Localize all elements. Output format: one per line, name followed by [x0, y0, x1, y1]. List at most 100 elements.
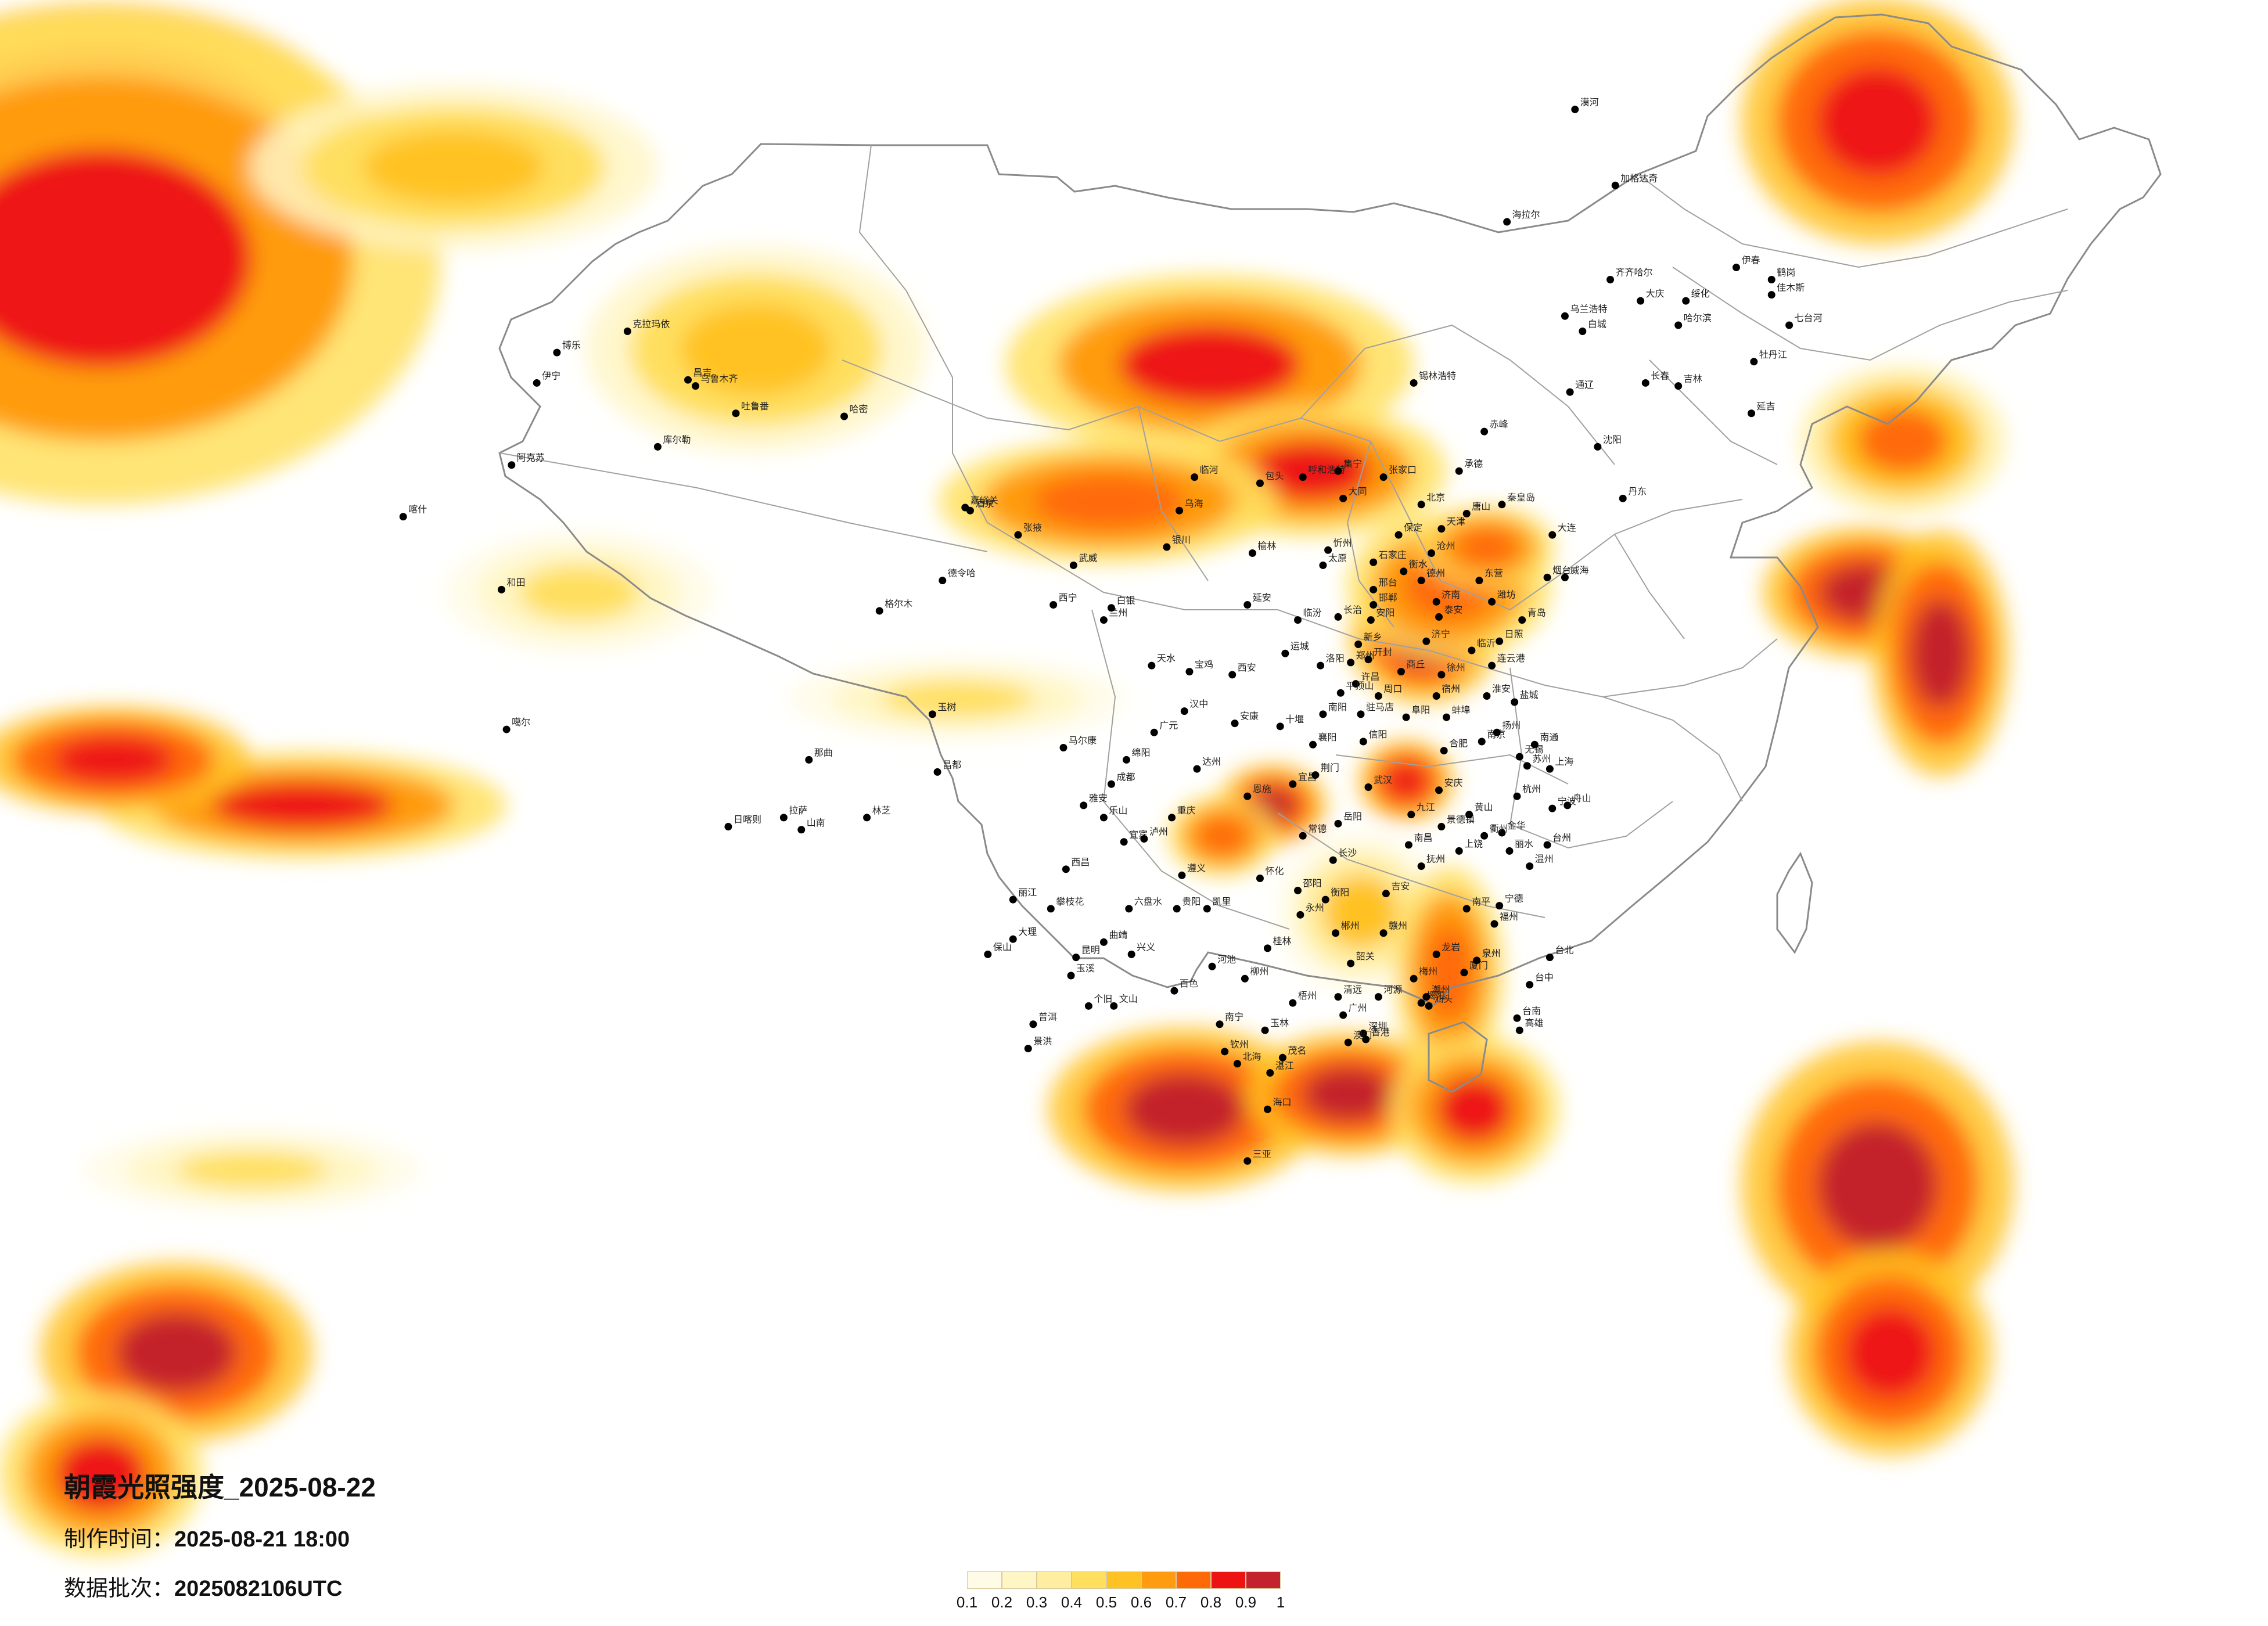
city-marker: 高雄 — [1515, 1018, 1543, 1034]
city-dot — [1503, 218, 1511, 226]
legend-swatch — [1037, 1571, 1072, 1589]
hainan-outline — [1428, 1021, 1488, 1093]
city-marker: 青岛 — [1518, 608, 1546, 624]
city-dot — [1321, 895, 1329, 904]
city-label: 南阳 — [1328, 702, 1347, 713]
city-dot — [1370, 558, 1378, 566]
city-label: 武威 — [1079, 553, 1097, 563]
city-dot — [1339, 1011, 1347, 1019]
city-dot — [939, 577, 947, 585]
city-label: 潍坊 — [1497, 589, 1516, 600]
city-dot — [1407, 811, 1415, 819]
city-label: 乌兰浩特 — [1570, 304, 1607, 314]
city-dot — [1432, 950, 1440, 958]
city-dot — [1180, 707, 1188, 715]
city-label: 格尔木 — [885, 599, 912, 609]
city-label: 白银 — [1116, 596, 1135, 606]
city-label: 黄山 — [1475, 803, 1493, 813]
city-label: 凯里 — [1212, 897, 1231, 907]
city-marker: 洛阳 — [1317, 653, 1345, 670]
city-marker: 韶关 — [1347, 951, 1375, 967]
city-dot — [1099, 616, 1108, 624]
city-marker: 黄山 — [1465, 803, 1493, 819]
city-dot — [1281, 649, 1289, 657]
glow-region-core — [1425, 925, 1473, 1020]
city-marker: 衡水 — [1400, 559, 1428, 575]
city-marker: 六盘水 — [1125, 896, 1162, 913]
city-dot — [1289, 780, 1297, 788]
city-marker: 绵阳 — [1122, 747, 1150, 764]
city-dot — [1014, 531, 1022, 539]
glow-region-core — [1119, 324, 1300, 405]
city-dot — [1173, 905, 1181, 913]
city-marker: 兴义 — [1127, 942, 1155, 958]
city-dot — [533, 379, 541, 387]
city-dot — [1243, 600, 1252, 609]
city-label: 达州 — [1202, 757, 1221, 767]
city-dot — [1417, 862, 1425, 870]
city-marker: 吐鲁番 — [732, 401, 769, 418]
city-label: 嘉峪关 — [971, 495, 998, 506]
city-label: 集宁 — [1343, 459, 1362, 469]
city-dot — [1379, 929, 1388, 937]
city-label: 金华 — [1507, 821, 1526, 831]
city-label: 舟山 — [1573, 793, 1591, 804]
city-marker: 广州 — [1339, 1003, 1367, 1019]
glow-region-core — [1910, 599, 1971, 708]
city-dot — [724, 823, 732, 831]
legend-tick-label: 0.5 — [1095, 1593, 1117, 1611]
city-label: 揭阳 — [1426, 991, 1445, 1001]
city-dot — [1233, 1060, 1241, 1068]
city-dot — [1750, 358, 1758, 366]
city-dot — [1462, 905, 1471, 913]
legend-tick-labels: 0.1 0.2 0.3 0.4 0.5 0.6 0.7 0.8 0.9 1 — [957, 1593, 1315, 1613]
city-label: 九江 — [1417, 803, 1435, 813]
city-dot — [1397, 668, 1405, 676]
city-dot — [1029, 1020, 1037, 1028]
city-marker: 昌都 — [933, 760, 961, 776]
city-label: 天水 — [1157, 653, 1176, 664]
city-label: 丽江 — [1018, 887, 1037, 898]
legend-tick-label: 0.9 — [1235, 1593, 1257, 1611]
city-marker: 海口 — [1263, 1097, 1291, 1113]
city-label: 香港 — [1371, 1027, 1390, 1038]
city-label: 锡林浩特 — [1419, 370, 1456, 381]
city-label: 荆门 — [1321, 763, 1339, 774]
city-dot — [1394, 531, 1403, 539]
city-label: 无锡 — [1525, 744, 1543, 755]
city-dot — [875, 607, 883, 615]
city-label: 潮州 — [1432, 985, 1450, 995]
city-marker: 台州 — [1543, 833, 1571, 849]
city-dot — [623, 327, 631, 335]
glow-region-core — [1817, 1121, 1938, 1250]
city-marker: 日喀则 — [724, 815, 761, 831]
city-label: 泰安 — [1444, 605, 1463, 615]
city-label: 吉林 — [1684, 374, 1702, 384]
city-marker: 长沙 — [1329, 848, 1357, 864]
city-marker: 承德 — [1455, 459, 1483, 475]
city-marker: 噶尔 — [502, 717, 530, 733]
city-marker: 岳阳 — [1334, 811, 1362, 828]
city-label: 长沙 — [1338, 848, 1357, 858]
city-marker: 保定 — [1394, 523, 1422, 539]
city-marker: 烟台 — [1543, 565, 1571, 581]
city-dot — [1193, 765, 1201, 773]
city-marker: 金华 — [1498, 821, 1526, 837]
city-marker: 衢州 — [1480, 823, 1508, 840]
city-label: 绥化 — [1691, 289, 1710, 299]
legend-swatch — [1002, 1571, 1037, 1589]
city-dot — [1168, 814, 1176, 822]
city-marker: 大庆 — [1637, 289, 1665, 305]
city-marker: 苏州 — [1523, 754, 1551, 770]
city-dot — [1468, 646, 1476, 654]
city-marker: 加格达奇 — [1611, 173, 1658, 189]
city-dot — [1140, 834, 1148, 843]
city-dot — [1379, 473, 1388, 481]
city-marker: 长春 — [1641, 370, 1669, 387]
city-marker: 无锡 — [1515, 744, 1543, 761]
city-dot — [933, 768, 941, 776]
city-dot — [502, 725, 511, 733]
city-marker: 丽水 — [1505, 839, 1533, 855]
legend-tick-label: 0.4 — [1061, 1593, 1083, 1611]
city-marker: 张家口 — [1379, 465, 1417, 481]
